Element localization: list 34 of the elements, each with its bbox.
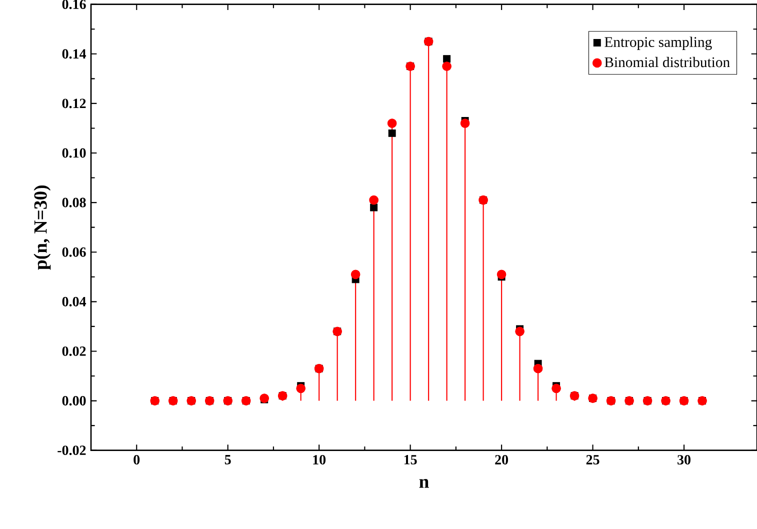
legend-label: Binomial distribution — [604, 56, 730, 68]
point — [515, 326, 524, 336]
point — [350, 270, 360, 280]
x-tick-label: 20 — [495, 455, 508, 465]
y-tick-label: 0.14 — [62, 49, 86, 59]
x-axis-title: n — [419, 478, 429, 488]
point — [370, 204, 378, 212]
y-tick-label: 0.10 — [62, 148, 86, 158]
point — [388, 129, 396, 137]
point — [533, 364, 543, 374]
x-tick-label: 10 — [313, 455, 326, 465]
y-tick-label: 0.02 — [62, 346, 86, 356]
point — [369, 195, 378, 205]
y-tick-label: 0.08 — [62, 198, 86, 208]
y-tick-label: 0.16 — [62, 0, 86, 10]
point — [460, 118, 470, 128]
x-tick-label: 0 — [134, 455, 140, 465]
y-tick-label: 0.00 — [62, 396, 86, 406]
y-tick-label: -0.02 — [58, 446, 86, 456]
point — [296, 384, 306, 394]
y-tick-label: 0.06 — [62, 247, 86, 257]
legend-label: Entropic sampling — [604, 36, 712, 50]
point — [552, 384, 561, 394]
point — [496, 270, 506, 280]
x-tick-label: 5 — [224, 455, 231, 464]
x-tick-label: 30 — [678, 455, 690, 465]
point — [443, 55, 451, 63]
x-tick-label: 15 — [404, 455, 417, 464]
y-tick-label: 0.12 — [62, 98, 86, 108]
y-axis-title: p(n, N=30) — [34, 186, 51, 270]
x-tick-label: 25 — [586, 455, 600, 464]
point — [442, 62, 452, 71]
point — [387, 118, 397, 128]
y-tick-label: 0.04 — [62, 296, 86, 306]
